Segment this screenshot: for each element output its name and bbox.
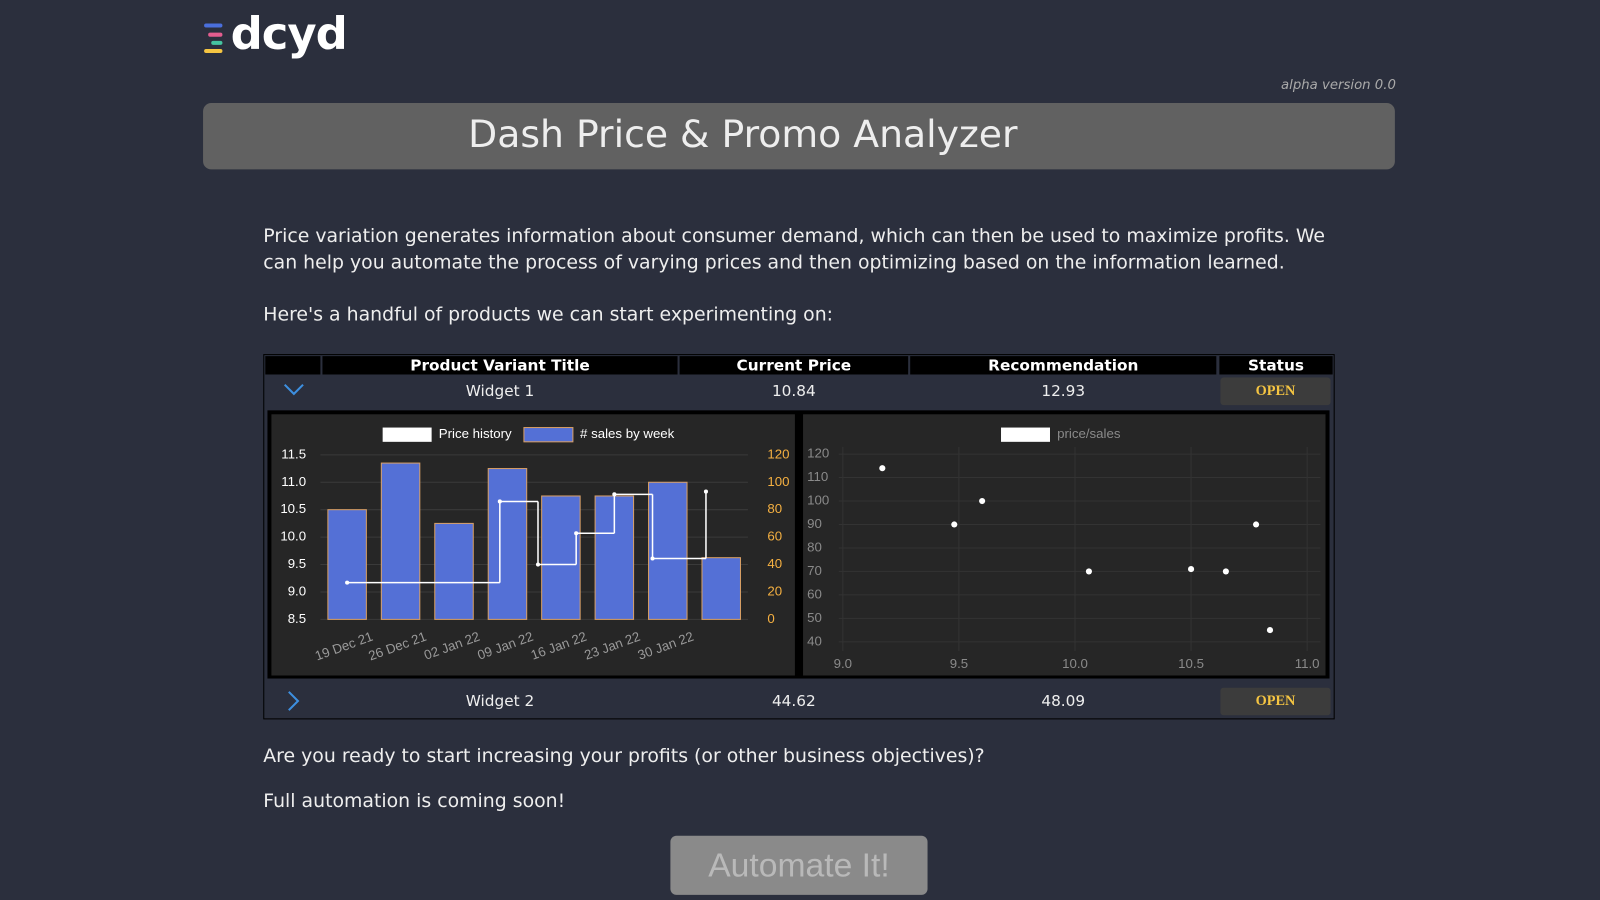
y-tick-label: 11.0 — [281, 474, 306, 489]
header-cell: Status — [1219, 356, 1333, 375]
y2-tick-label: 120 — [767, 446, 789, 461]
outro-text: Full automation is coming soon! — [263, 790, 566, 813]
cell: 44.62 — [771, 691, 816, 711]
automate-button[interactable]: Automate It! — [670, 835, 928, 895]
cell: 10.84 — [771, 381, 816, 400]
bar — [701, 557, 741, 620]
legend-swatch — [382, 427, 432, 442]
y2-tick-label: 60 — [767, 529, 782, 544]
y-tick-label: 90 — [807, 516, 822, 531]
y2-tick-label: 80 — [767, 501, 782, 516]
cell: 12.93 — [1041, 381, 1086, 400]
y2-tick-label: 40 — [767, 556, 782, 571]
price-point — [574, 531, 579, 536]
legend-label: Price history — [439, 426, 512, 441]
y-tick-label: 8.5 — [288, 611, 306, 626]
cell: Widget 1 — [465, 381, 535, 400]
y-tick-label: 100 — [807, 493, 829, 508]
scatter-point — [1266, 627, 1274, 634]
x-tick-label: 11.0 — [1295, 656, 1320, 671]
bar — [487, 468, 528, 620]
legend-label: price/sales — [1057, 426, 1121, 441]
scatter-point — [1222, 568, 1229, 575]
collapse-toggle[interactable] — [283, 383, 305, 397]
outro-text: Are you ready to start increasing your p… — [263, 745, 985, 768]
cell: Widget 2 — [465, 691, 535, 711]
header-cell — [265, 356, 321, 375]
bar — [380, 462, 421, 620]
bar — [327, 509, 367, 620]
price-point — [535, 562, 541, 567]
status-button[interactable]: OPEN — [1220, 377, 1331, 406]
price-point — [650, 556, 655, 561]
scatter-point — [1085, 568, 1092, 575]
price-point — [497, 499, 502, 504]
status-button[interactable]: OPEN — [1220, 687, 1331, 716]
intro-text: Here's a handful of products we can star… — [263, 304, 834, 326]
y-tick-label: 40 — [807, 633, 822, 648]
scatter-point — [1188, 566, 1195, 573]
legend-label: # sales by week — [580, 426, 675, 441]
y-tick-label: 50 — [807, 610, 822, 625]
logo-text: dcyd — [230, 8, 348, 61]
y-tick-label: 9.0 — [288, 583, 306, 598]
expand-toggle[interactable] — [286, 690, 302, 712]
legend-swatch — [523, 427, 574, 443]
y-tick-label: 10.5 — [280, 501, 306, 516]
x-tick-label: 10.5 — [1178, 656, 1204, 671]
price-point — [612, 492, 617, 497]
legend-swatch — [1001, 427, 1050, 442]
header-cell: Current Price — [679, 356, 909, 375]
scatter-point — [1253, 521, 1260, 528]
bar — [648, 481, 688, 620]
version-label: alpha version 0.0 — [1281, 77, 1396, 93]
y2-tick-label: 20 — [767, 583, 782, 598]
y2-tick-label: 100 — [767, 474, 789, 489]
y-tick-label: 120 — [807, 446, 829, 461]
x-tick-label: 10.0 — [1062, 656, 1088, 671]
x-tick-label: 9.5 — [950, 656, 968, 671]
y-tick-label: 9.5 — [288, 556, 306, 571]
y-tick-label: 10.0 — [280, 529, 306, 544]
header-cell: Product Variant Title — [322, 356, 678, 375]
scatter-point — [879, 465, 886, 472]
bar — [541, 495, 581, 620]
scatter-point — [951, 521, 958, 528]
y-tick-label: 110 — [807, 469, 828, 484]
y2-tick-label: 0 — [767, 611, 774, 626]
page-title: Dash Price & Promo Analyzer — [468, 112, 1018, 157]
logo-mark — [204, 23, 223, 54]
y-tick-label: 60 — [807, 586, 822, 601]
x-tick-label: 9.0 — [834, 656, 852, 671]
price-point — [703, 489, 709, 494]
cell: 48.09 — [1041, 691, 1086, 711]
charts: 8.5 9.0 9.5 10.0 10.5 11.0 11.5 0 20 40 60 80 100 120… — [267, 410, 1330, 679]
intro-text: Price variation generates information ab… — [263, 225, 1326, 274]
y-tick-label: 70 — [807, 563, 822, 578]
y-tick-label: 11.5 — [281, 446, 306, 461]
bar — [434, 522, 474, 620]
title-bar — [203, 103, 1395, 170]
y-tick-label: 80 — [807, 539, 822, 554]
header-cell: Recommendation — [910, 356, 1217, 375]
scatter-point — [979, 497, 986, 505]
price-point — [345, 580, 350, 585]
